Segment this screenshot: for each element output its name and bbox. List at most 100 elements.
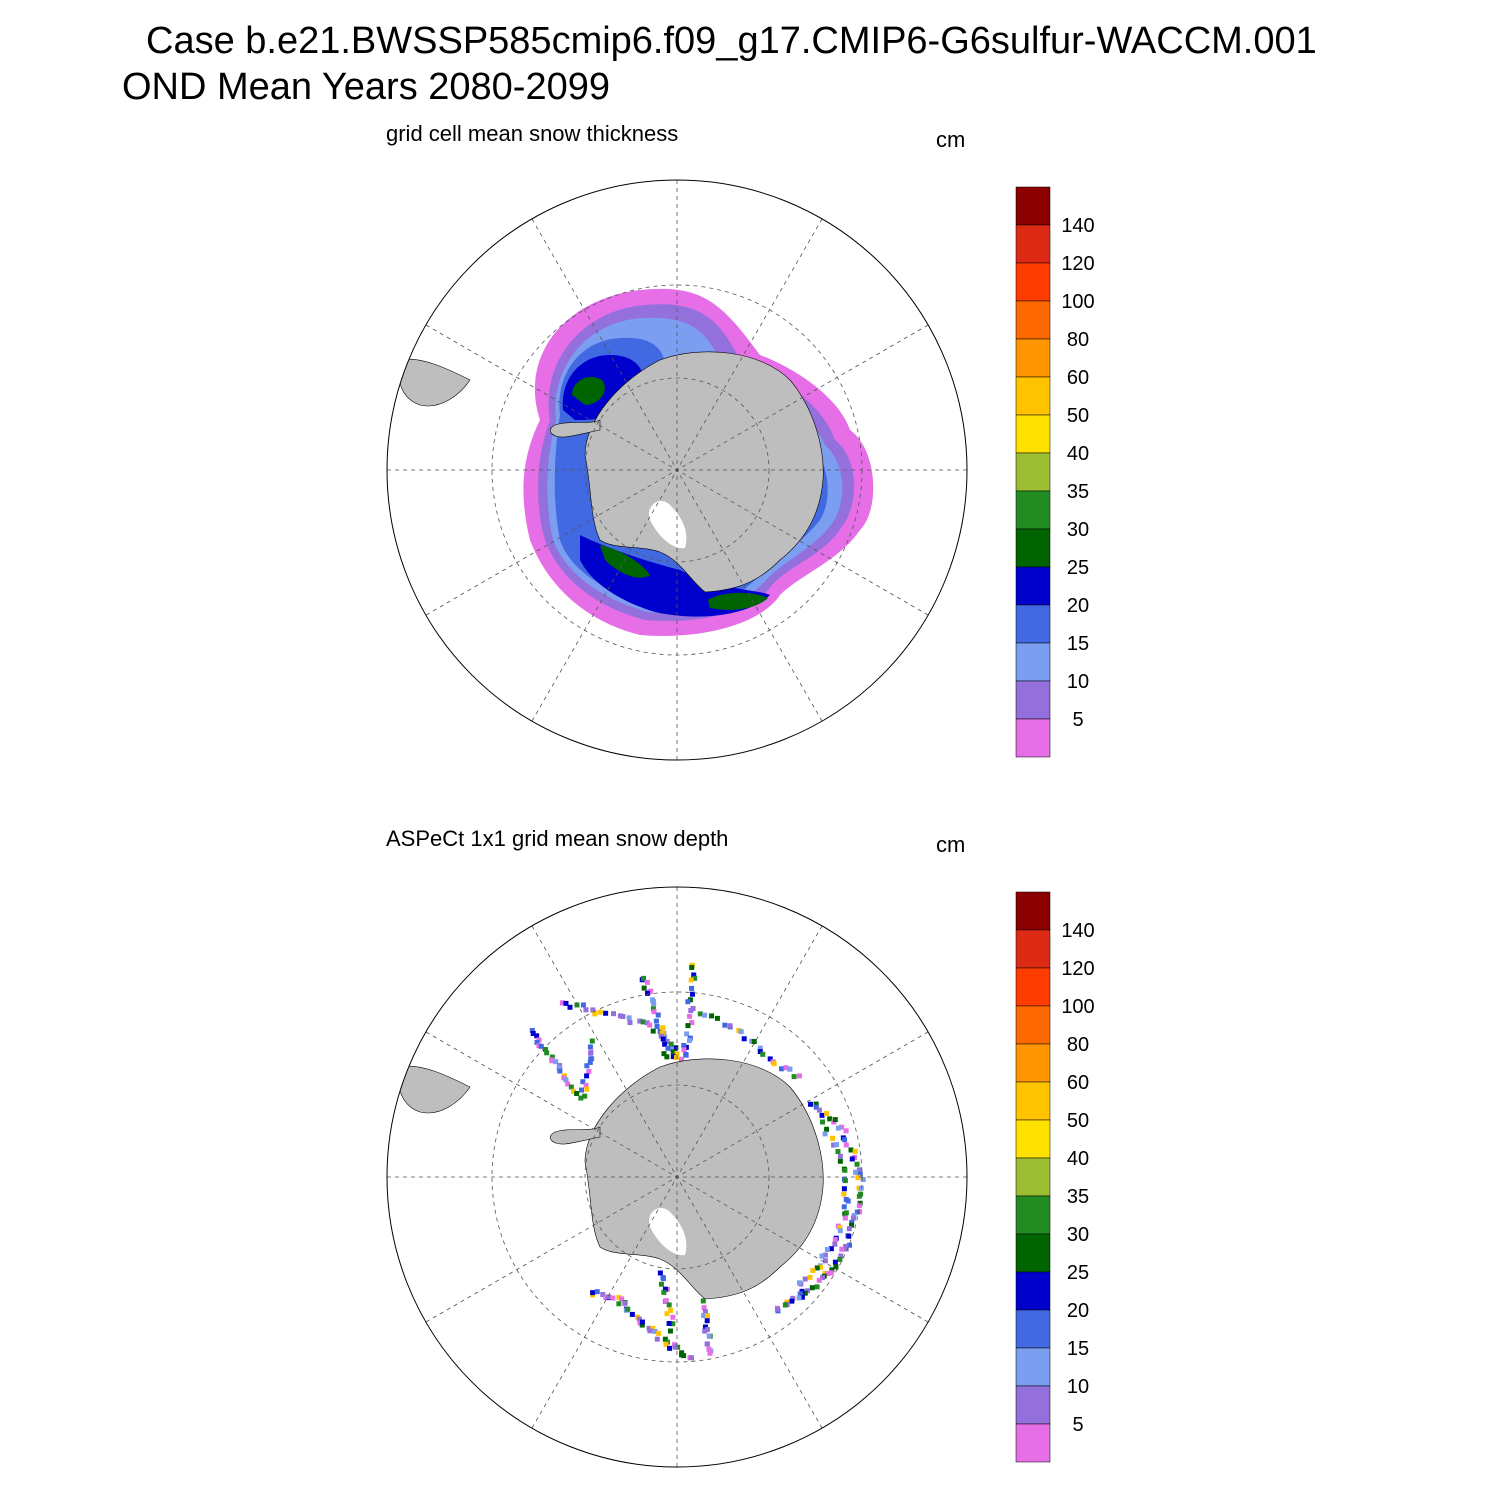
observation-cell	[832, 1117, 838, 1123]
observation-cell	[704, 1341, 710, 1347]
observation-cell	[681, 1047, 687, 1053]
south-america-land-bottom	[398, 1065, 471, 1114]
colorbar-swatch	[1015, 452, 1051, 492]
observation-cell	[839, 1246, 845, 1252]
observation-cell	[644, 1020, 650, 1026]
observation-cell	[855, 1175, 861, 1181]
colorbar-label: 20	[1067, 595, 1089, 617]
observation-cell	[704, 1313, 710, 1319]
observation-cell	[549, 1054, 555, 1060]
antarctic-peninsula-bottom	[550, 1126, 601, 1145]
observation-cell	[820, 1119, 826, 1125]
observation-cell	[856, 1167, 862, 1173]
observation-cell	[846, 1233, 852, 1239]
observation-cell	[796, 1073, 802, 1079]
colorbar-swatch	[1015, 604, 1051, 644]
observation-cell	[686, 1038, 692, 1044]
observation-cell	[689, 1020, 695, 1026]
observation-cell	[727, 1023, 733, 1029]
observation-cell	[791, 1074, 797, 1080]
observation-cell	[796, 1280, 802, 1286]
colorbar-swatch	[1015, 967, 1051, 1007]
observation-cell	[664, 1038, 670, 1044]
observation-cell	[704, 1318, 710, 1324]
observation-cell	[557, 1068, 563, 1074]
observation-cell	[685, 1023, 691, 1029]
observation-cell	[574, 1002, 580, 1008]
observation-cell	[738, 1029, 744, 1035]
observation-cell	[534, 1033, 540, 1039]
observation-cell	[860, 1177, 866, 1183]
colorbar-swatch	[1015, 376, 1051, 416]
observation-cell	[672, 1045, 678, 1051]
observation-cell	[702, 1328, 708, 1334]
observation-cell	[841, 1204, 847, 1210]
observation-cell	[853, 1169, 859, 1175]
observation-cell	[808, 1101, 814, 1107]
observation-cell	[824, 1126, 830, 1132]
observation-cell	[846, 1226, 852, 1232]
observation-cell	[666, 1302, 672, 1308]
colorbar-swatch	[1015, 528, 1051, 568]
observation-cell	[662, 1041, 668, 1047]
colorbar-swatch	[1015, 1309, 1051, 1349]
colorbar-label: 40	[1067, 443, 1089, 465]
observation-cell	[655, 1012, 661, 1018]
observation-cell	[822, 1258, 828, 1264]
observation-cell	[667, 1345, 673, 1351]
observation-cell	[648, 988, 654, 994]
observation-cell	[760, 1051, 766, 1057]
observation-cell	[681, 1042, 687, 1048]
colorbar-label: 60	[1067, 1072, 1089, 1094]
observation-cell	[529, 1027, 535, 1033]
bottom-panel-unit: cm	[936, 832, 966, 857]
observation-cell	[849, 1222, 855, 1228]
colorbar-label: 100	[1061, 996, 1094, 1018]
observation-cell	[583, 1082, 589, 1088]
observation-cell	[810, 1267, 816, 1273]
observation-cell	[647, 1022, 653, 1028]
observation-cell	[681, 1353, 687, 1359]
observation-cell	[852, 1148, 858, 1154]
observation-cell	[822, 1131, 828, 1137]
colorbar-label: 80	[1067, 329, 1089, 351]
observation-cell	[670, 1314, 676, 1320]
observation-cell	[790, 1295, 796, 1301]
colorbar-label: 80	[1067, 1034, 1089, 1056]
observation-cell	[802, 1290, 808, 1296]
observation-cell	[799, 1288, 805, 1294]
observation-cell	[660, 1036, 666, 1042]
observation-cell	[641, 985, 647, 991]
figure-title-period: OND Mean Years 2080-2099	[122, 66, 610, 108]
colorbar-swatch	[1015, 566, 1051, 606]
observation-cell	[691, 972, 697, 978]
observation-cell	[702, 1012, 708, 1018]
observation-cell	[856, 1203, 862, 1209]
colorbar-label: 50	[1067, 1110, 1089, 1132]
observation-cell	[837, 1153, 843, 1159]
top-map-border	[386, 179, 968, 761]
ross-sea-notch-bottom	[649, 1207, 687, 1256]
observation-cell	[600, 1291, 606, 1297]
observation-cell	[637, 1018, 643, 1024]
south-america-land	[398, 358, 471, 407]
observation-cell	[584, 1073, 590, 1079]
observation-cell	[822, 1270, 828, 1276]
colorbar-label: 140	[1061, 215, 1094, 237]
colorbar-label: 100	[1061, 291, 1094, 313]
colorbar-swatch	[1015, 1157, 1051, 1197]
observation-cell	[662, 1336, 668, 1342]
observation-cell	[688, 977, 694, 983]
colorbar-label: 35	[1067, 481, 1089, 503]
observation-cell	[665, 1045, 671, 1051]
observation-cell	[597, 1009, 603, 1015]
antarctica-land-bottom	[584, 1058, 824, 1300]
observation-cell	[847, 1242, 853, 1248]
observation-cell	[620, 1013, 626, 1019]
observation-cell	[741, 1036, 747, 1042]
observation-cell	[706, 1333, 712, 1339]
colorbar-label: 50	[1067, 405, 1089, 427]
observation-cell	[701, 1313, 707, 1319]
observation-cell	[640, 1019, 646, 1025]
colorbar-swatch	[1015, 718, 1051, 758]
